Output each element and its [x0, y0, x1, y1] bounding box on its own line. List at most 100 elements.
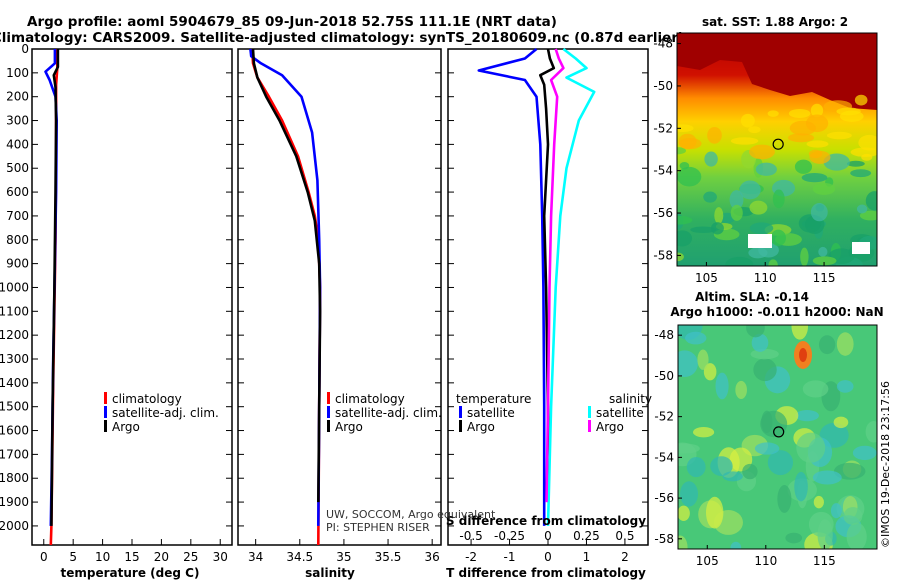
sst-texture [836, 107, 861, 116]
series-line-argo [50, 49, 60, 526]
lat-tick-label: -48 [654, 328, 674, 342]
depth-tick-label: 1000 [0, 280, 29, 294]
series-line-salinity-argo [545, 48, 565, 503]
sla-texture [735, 380, 747, 400]
sst-texture [730, 204, 743, 221]
depth-tick-label: 1100 [0, 304, 29, 318]
x-tick-label: -1 [504, 550, 516, 564]
depth-tick-label: 1800 [0, 471, 29, 485]
lat-tick-label: -58 [653, 248, 673, 262]
sla-texture [865, 421, 877, 443]
sla-texture [680, 481, 699, 507]
sla-texture [753, 358, 777, 382]
depth-tick-label: 200 [6, 90, 29, 104]
sla-map-frame [677, 324, 878, 550]
sst-texture [806, 140, 829, 148]
depth-tick-label: 1400 [0, 376, 29, 390]
sla-texture [678, 443, 700, 454]
s-tick-label: -0.25 [494, 529, 525, 543]
sla-texture [794, 471, 808, 502]
sla-texture [705, 496, 724, 529]
sst-texture [677, 252, 684, 262]
depth-tick-label: 900 [6, 257, 29, 271]
sla-texture [852, 445, 877, 461]
legend-label-argo: Argo [596, 420, 624, 434]
sst-texture [704, 151, 718, 167]
sla-texture [750, 348, 779, 360]
sst-texture [678, 138, 702, 150]
sla-texture [795, 410, 819, 422]
sst-texture [858, 134, 877, 151]
depth-tick-label: 1900 [0, 495, 29, 509]
imos-footer: ©IMOS 19-Dec-2018 23:17:56 [879, 381, 892, 548]
x-tick-label: 34.5 [286, 550, 313, 564]
depth-tick-label: 1600 [0, 424, 29, 438]
sla-texture [693, 427, 715, 438]
sst-texture [865, 191, 877, 211]
sst-texture [749, 144, 775, 160]
legend-title-salinity: salinity [609, 392, 652, 406]
legend-swatch-argo [104, 420, 107, 432]
sst-texture [800, 247, 809, 266]
sla-texture [722, 471, 743, 482]
sst-texture [730, 137, 759, 145]
depth-tick-label: 500 [6, 161, 29, 175]
legend-title-temperature: temperature [456, 392, 531, 406]
temperature-axis-label: temperature (deg C) [61, 566, 200, 580]
depth-tick-label: 2000 [0, 519, 29, 533]
lat-tick-label: -56 [654, 491, 674, 505]
sst-texture [714, 207, 724, 224]
sst-texture [748, 247, 768, 259]
sla-texture [686, 457, 706, 478]
sla-texture [751, 333, 769, 352]
legend-label-argo: Argo [112, 420, 140, 434]
x-tick-label: 35 [336, 550, 351, 564]
lat-tick-label: -50 [654, 369, 674, 383]
x-tick-label: 35.5 [375, 550, 402, 564]
legend-label-argo: Argo [335, 420, 363, 434]
sst-texture [787, 133, 815, 143]
s-difference-axis-label: S difference from climatology [446, 514, 646, 528]
difference-legend-salinity: salinity satellite Argo [588, 392, 652, 434]
legend-label-argo: Argo [467, 420, 495, 434]
sst-texture [772, 189, 785, 209]
x-tick-label: 1 [583, 550, 591, 564]
lon-tick-label: 115 [813, 271, 836, 285]
legend-label-climatology: climatology [112, 392, 182, 406]
sst-texture [788, 108, 811, 118]
sst-texture [859, 210, 877, 221]
legend-label-climatology: climatology [335, 392, 405, 406]
depth-axis: 0 100 200 300 400 500 600 700 800 900 1000 1100 1200… [0, 42, 648, 533]
sla-map-subtitle: Argo h1000: -0.011 h2000: NaN [670, 305, 883, 319]
lon-tick-label: 115 [813, 554, 836, 568]
sla-texture [710, 456, 733, 476]
lat-tick-label: -54 [654, 450, 674, 464]
sla-texture [730, 541, 742, 549]
sst-texture [711, 222, 724, 235]
sst-texture [810, 103, 824, 118]
sla-map-axes: -48 -50 -52 -54 -56 -58 105 110 115 [654, 328, 835, 568]
annotation-soccom: UW, SOCCOM, Argo equivalent [326, 508, 496, 521]
sla-texture [685, 331, 707, 345]
sst-texture [707, 126, 722, 144]
legend-swatch-satellite [459, 406, 462, 418]
sla-texture [746, 325, 765, 338]
sla-texture [812, 470, 842, 485]
sla-map-image [678, 325, 877, 549]
x-tick-label: 30 [213, 550, 228, 564]
argo-location-marker [772, 138, 784, 150]
figure-title-line2: Climatology: CARS2009. Satellite-adjuste… [0, 30, 684, 46]
series-line-salinity-satellite [546, 47, 596, 526]
sst-texture [755, 162, 777, 176]
sla-texture [813, 495, 824, 509]
depth-tick-label: 700 [6, 209, 29, 223]
sla-texture [830, 503, 842, 519]
sst-texture [770, 229, 786, 247]
s-tick-label: 0.25 [573, 529, 600, 543]
sla-texture [760, 410, 788, 438]
figure-title-line1: Argo profile: aoml 5904679_85 09-Jun-201… [27, 14, 557, 30]
sst-texture [854, 94, 868, 106]
t-difference-axis-label: T difference from climatology [446, 566, 646, 580]
sst-texture [805, 114, 829, 133]
